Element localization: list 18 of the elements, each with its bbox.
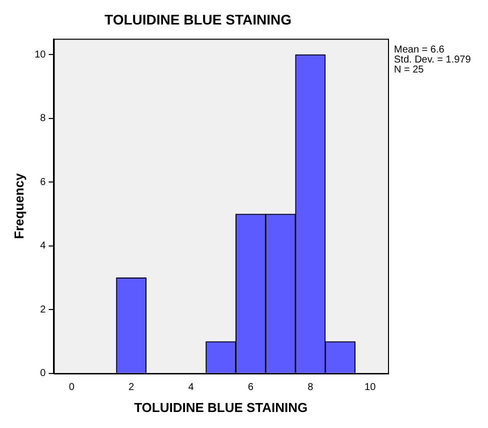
x-tick-label: 0 (68, 382, 75, 394)
x-tick-label: 6 (248, 382, 254, 394)
chart-title: TOLUIDINE BLUE STAINING (104, 11, 292, 28)
text: N = 25 (394, 64, 424, 76)
y-tick-label: 2 (40, 304, 46, 316)
y-tick-label: 8 (40, 113, 46, 124)
text: Mean = 6.6 (394, 44, 445, 56)
x-tick-label: 8 (308, 382, 314, 394)
y-tick-label: 6 (40, 176, 46, 188)
y-tick-label: 10 (34, 49, 46, 60)
y-tick-label: 4 (40, 240, 46, 252)
y-axis-title: Frequency (11, 172, 26, 239)
y-tick-label: 0 (40, 368, 46, 380)
x-tick-label: 10 (364, 382, 376, 394)
text: Std. Dev. = 1.979 (394, 54, 472, 66)
x-axis-title: TOLUIDINE BLUE STAINING (134, 400, 308, 415)
x-tick-label: 4 (188, 382, 194, 394)
x-tick-label: 2 (128, 382, 135, 394)
